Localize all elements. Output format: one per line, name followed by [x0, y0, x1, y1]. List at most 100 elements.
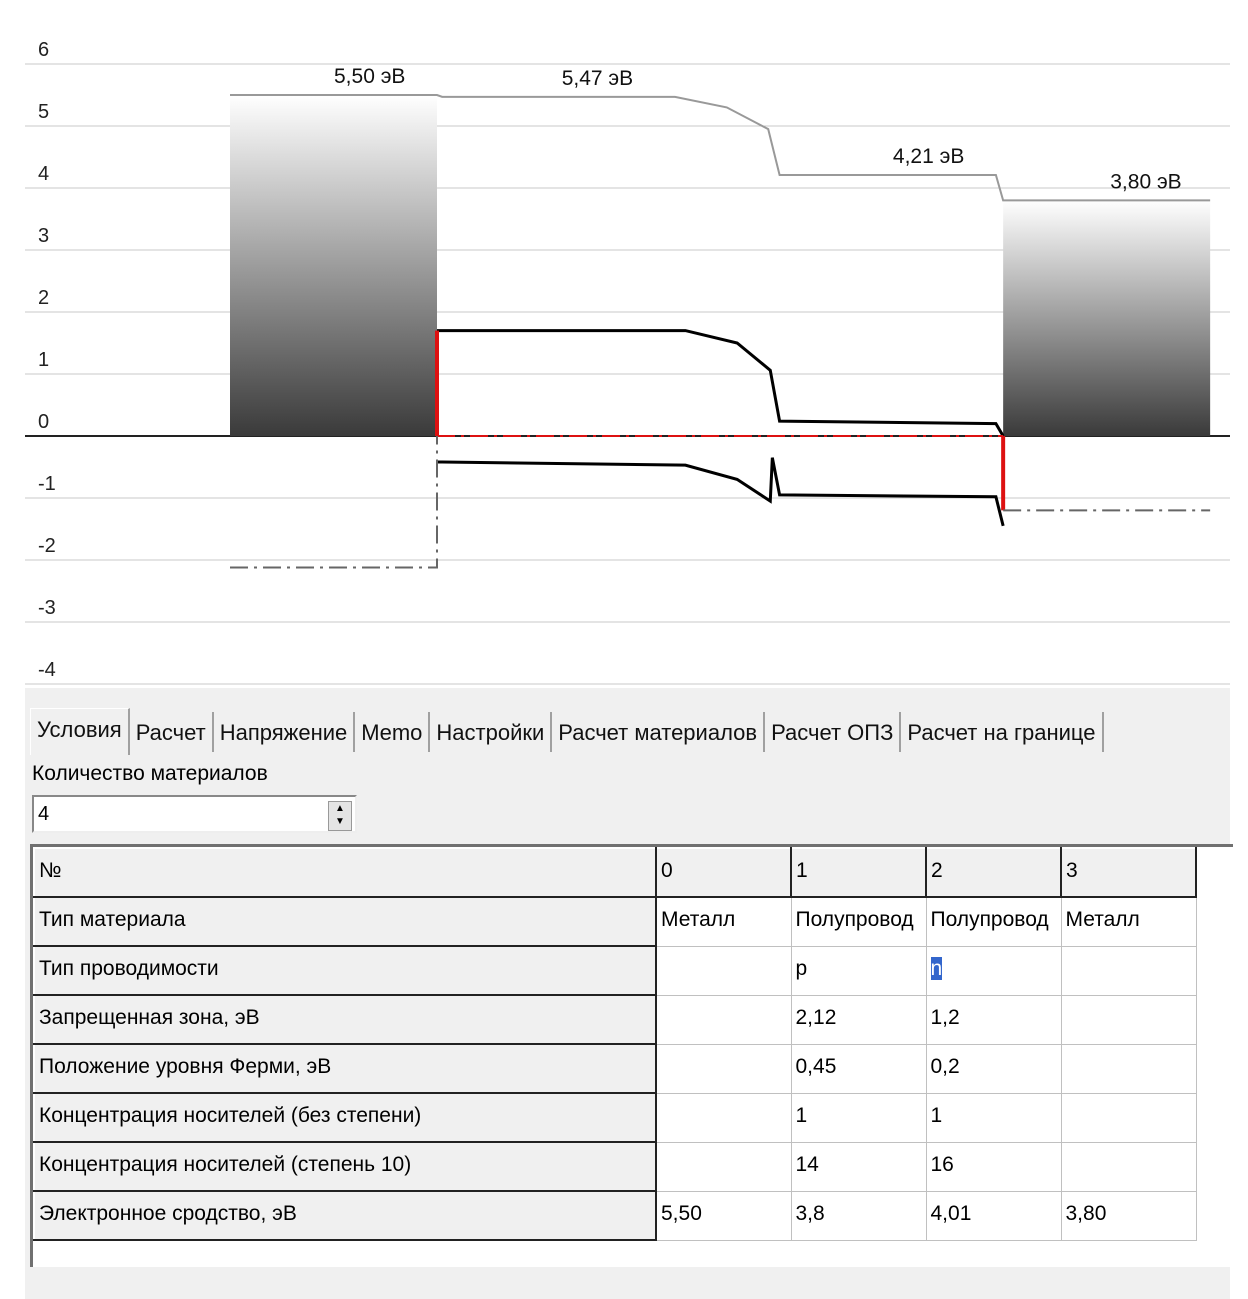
spin-buttons[interactable]: ▲ ▼ [328, 801, 352, 831]
grid-cell-value[interactable]: Полупровод [795, 908, 914, 931]
grid-cell[interactable]: Металл [655, 896, 792, 947]
energy-annotation: 3,80 эВ [1110, 170, 1181, 193]
grid-cell-value[interactable]: 1 [930, 1103, 943, 1127]
row-label: Тип проводимости [39, 957, 219, 980]
grid-cell-value[interactable]: 3,8 [795, 1201, 825, 1225]
grid-cell[interactable]: 16 [925, 1141, 1062, 1192]
tab-calculation[interactable]: Расчет [129, 712, 214, 752]
grid-cell-value[interactable]: 0,2 [930, 1054, 960, 1078]
table-row: Тип проводимости p n [33, 945, 1197, 996]
grid-cell-value[interactable]: 1,2 [930, 1005, 960, 1029]
table-row: Запрещенная зона, эВ 2,12 1,2 [33, 994, 1197, 1045]
grid-cell[interactable]: 3,80 [1060, 1190, 1197, 1241]
y-tick-label: 6 [38, 39, 49, 61]
materials-grid: № 0 1 2 3 Тип материала Металл Полупровод Полупр… [30, 844, 1233, 1267]
spin-up-icon[interactable]: ▲ [335, 803, 345, 814]
tab-scr-calc[interactable]: Расчет ОПЗ [765, 712, 902, 752]
tab-voltage[interactable]: Напряжение [213, 712, 356, 752]
grid-cell[interactable] [655, 1092, 792, 1143]
grid-cell[interactable]: 1 [925, 1092, 1062, 1143]
row-label: Концентрация носителей (без степени) [39, 1104, 422, 1127]
grid-header-cell: 1 [790, 847, 927, 898]
row-label: Запрещенная зона, эВ [39, 1006, 260, 1029]
grid-cell[interactable] [1060, 1141, 1197, 1192]
material-count-value[interactable]: 4 [38, 803, 50, 825]
tab-interface-calc[interactable]: Расчет на границе [901, 712, 1104, 752]
table-row: Концентрация носителей (без степени) 1 1 [33, 1092, 1197, 1143]
grid-cell-value[interactable]: 16 [930, 1152, 954, 1176]
row-header-cell: Концентрация носителей (без степени) [33, 1092, 657, 1143]
tab-settings[interactable]: Настройки [430, 712, 553, 752]
grid-cell[interactable]: 1,2 [925, 994, 1062, 1045]
grid-cell[interactable]: Полупровод [790, 896, 927, 947]
y-tick-label: -1 [38, 473, 56, 495]
grid-cell[interactable]: 3,8 [790, 1190, 927, 1241]
metal-block [1003, 200, 1211, 436]
vacuum-level-line [230, 94, 1211, 202]
grid-cell-value[interactable]: 5,50 [661, 1201, 702, 1225]
row-label: Электронное сродство, эВ [39, 1202, 297, 1225]
y-tick-label: -4 [38, 659, 56, 681]
y-tick-label: -3 [38, 597, 56, 619]
row-header-cell: Электронное сродство, эВ [33, 1190, 657, 1241]
grid-header-cell: 0 [655, 847, 792, 898]
y-tick-label: 5 [38, 101, 49, 123]
grid-cell[interactable] [655, 994, 792, 1045]
grid-cell-value[interactable]: 4,01 [930, 1201, 972, 1225]
grid-cell-value[interactable]: 14 [795, 1152, 819, 1176]
row-header-cell: Положение уровня Ферми, эВ [33, 1043, 657, 1094]
tab-materials-calc[interactable]: Расчет материалов [552, 712, 766, 752]
energy-annotation: 5,50 эВ [334, 65, 405, 88]
grid-cell-value[interactable]: Металл [661, 908, 736, 931]
grid-cell[interactable]: n [925, 945, 1062, 996]
material-count-stepper[interactable]: 4 ▲ ▼ [32, 795, 357, 833]
grid-cell[interactable]: p [790, 945, 927, 996]
spin-down-icon[interactable]: ▼ [335, 816, 345, 827]
grid-cell-value[interactable]: 0,45 [795, 1054, 837, 1078]
grid-cell[interactable]: 5,50 [655, 1190, 792, 1241]
grid-cell-value[interactable]: 1 [795, 1103, 808, 1127]
tab-conditions[interactable]: Условия [30, 708, 130, 755]
valence-band-line [437, 457, 1005, 527]
grid-cell[interactable]: 4,01 [925, 1190, 1062, 1241]
grid-cell[interactable]: 1 [790, 1092, 927, 1143]
grid-cell-value[interactable]: Металл [1065, 908, 1140, 931]
table-row: Концентрация носителей (степень 10) 14 16 [33, 1141, 1197, 1192]
grid-cell[interactable] [1060, 945, 1197, 996]
grid-cell[interactable] [1060, 994, 1197, 1045]
y-tick-label: -2 [38, 535, 56, 557]
grid-header-cell: 2 [925, 847, 1062, 898]
grid-cell[interactable] [1060, 1092, 1197, 1143]
grid-header-cell: № [33, 847, 657, 898]
grid-cell-value[interactable]: n [930, 956, 943, 980]
grid-cell[interactable] [1060, 1043, 1197, 1094]
grid-cell[interactable]: Полупровод [925, 896, 1062, 947]
y-tick-label: 0 [38, 411, 49, 433]
grid-cell[interactable]: 2,12 [790, 994, 927, 1045]
grid-cell[interactable] [655, 1141, 792, 1192]
energy-annotation: 4,21 эВ [893, 145, 964, 168]
row-header-cell: Запрещенная зона, эВ [33, 994, 657, 1045]
grid-cell-value[interactable]: Полупровод [930, 908, 1049, 931]
grid-cell[interactable]: 14 [790, 1141, 927, 1192]
grid-cell-value[interactable]: 2,12 [795, 1005, 837, 1029]
grid-cell[interactable]: 0,2 [925, 1043, 1062, 1094]
grid-header-cell: 3 [1060, 847, 1197, 898]
grid-cell[interactable] [655, 945, 792, 996]
table-row: Электронное сродство, эВ 5,50 3,8 4,01 3,80 [33, 1190, 1197, 1241]
row-header-cell: Тип материала [33, 896, 657, 947]
grid-cell-value[interactable]: p [795, 956, 808, 980]
row-label: Тип материала [39, 908, 186, 931]
grid-cell-value[interactable]: 3,80 [1065, 1201, 1107, 1225]
energy-annotation: 5,47 эВ [562, 67, 633, 90]
y-tick-label: 4 [38, 163, 49, 185]
grid-cell[interactable]: Металл [1060, 896, 1197, 947]
table-row: Тип материала Металл Полупровод Полупровод М… [33, 896, 1197, 947]
left-metal-level-line [230, 436, 438, 569]
grid-cell[interactable]: 0,45 [790, 1043, 927, 1094]
tab-memo[interactable]: Memo [355, 712, 431, 752]
grid-cell[interactable] [655, 1043, 792, 1094]
row-header-cell: Концентрация носителей (степень 10) [33, 1141, 657, 1192]
row-label: Положение уровня Ферми, эВ [39, 1055, 332, 1078]
y-tick-label: 2 [38, 287, 49, 309]
